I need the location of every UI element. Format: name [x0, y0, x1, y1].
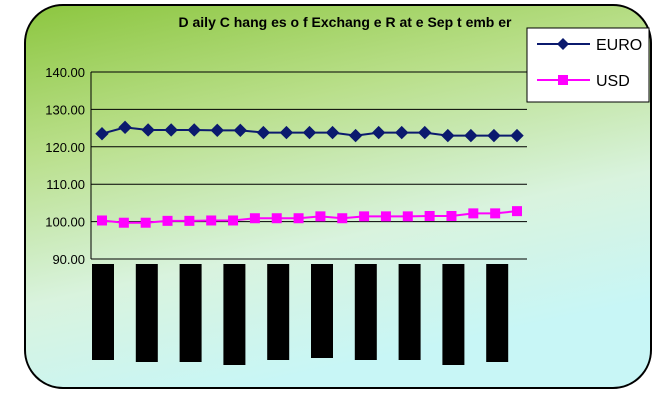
data-point-euro [464, 128, 478, 143]
data-point-euro [187, 123, 201, 137]
data-point-usd [490, 208, 501, 219]
data-point-usd [337, 213, 348, 224]
data-point-euro [164, 123, 178, 137]
data-point-usd [271, 213, 282, 224]
data-point-euro [141, 123, 155, 137]
y-tick-label: 140.00 [45, 65, 85, 80]
category-label-block [354, 264, 377, 360]
data-point-euro [233, 123, 248, 138]
category-label-block [135, 264, 158, 362]
y-tick-label: 110.00 [46, 177, 85, 192]
legend-marker-euro [557, 38, 569, 50]
chart-title: D aily C hang es o f Exchang e R at e Se… [179, 14, 513, 30]
data-point-usd [512, 206, 522, 217]
axis-label-artifacts [92, 264, 509, 365]
category-label-block [179, 264, 202, 362]
data-point-euro [210, 123, 224, 138]
category-label-block [486, 264, 509, 362]
legend-label-euro: EURO [596, 37, 642, 54]
data-point-euro [302, 125, 317, 140]
data-point-usd [424, 210, 435, 221]
data-point-usd [184, 215, 195, 226]
y-tick-label: 130.00 [45, 102, 85, 117]
data-point-euro [279, 125, 294, 140]
y-tick-label: 120.00 [45, 140, 85, 155]
data-point-usd [249, 213, 260, 224]
data-point-usd [118, 217, 129, 228]
legend-marker-usd [558, 75, 568, 85]
plot-area [95, 120, 524, 228]
data-point-usd [380, 211, 391, 222]
category-label-block [267, 264, 290, 360]
category-label-block [92, 264, 114, 360]
category-label-block [311, 264, 333, 358]
data-point-usd [359, 211, 370, 222]
data-point-usd [228, 215, 239, 226]
data-point-euro [256, 125, 271, 140]
legend: EURO USD [526, 27, 650, 103]
data-point-euro [441, 128, 455, 143]
data-point-usd [97, 215, 107, 226]
data-point-usd [468, 208, 479, 219]
category-label-block [398, 264, 421, 360]
data-point-euro [325, 125, 340, 140]
data-point-usd [206, 215, 217, 226]
data-point-euro [487, 128, 501, 143]
data-point-usd [162, 215, 173, 226]
data-point-euro [395, 125, 409, 140]
data-point-euro [371, 125, 386, 140]
data-point-euro [118, 120, 132, 135]
gridlines [91, 71, 527, 260]
legend-label-usd: USD [596, 73, 630, 90]
y-tick-label: 90.00 [52, 252, 85, 267]
data-point-usd [446, 210, 457, 221]
data-point-usd [402, 211, 413, 222]
data-point-usd [293, 213, 304, 224]
data-point-euro [510, 128, 524, 143]
data-point-euro [95, 127, 109, 141]
y-tick-label: 100.00 [45, 215, 85, 230]
y-axis: 140.00 130.00 120.00 110.00 100.00 90.00 [45, 65, 92, 267]
legend-box [526, 27, 650, 103]
data-point-usd [315, 211, 326, 222]
data-point-euro [348, 128, 363, 143]
category-label-block [223, 264, 246, 365]
data-point-usd [140, 217, 151, 228]
data-point-euro [418, 125, 432, 140]
category-label-block [442, 264, 465, 365]
